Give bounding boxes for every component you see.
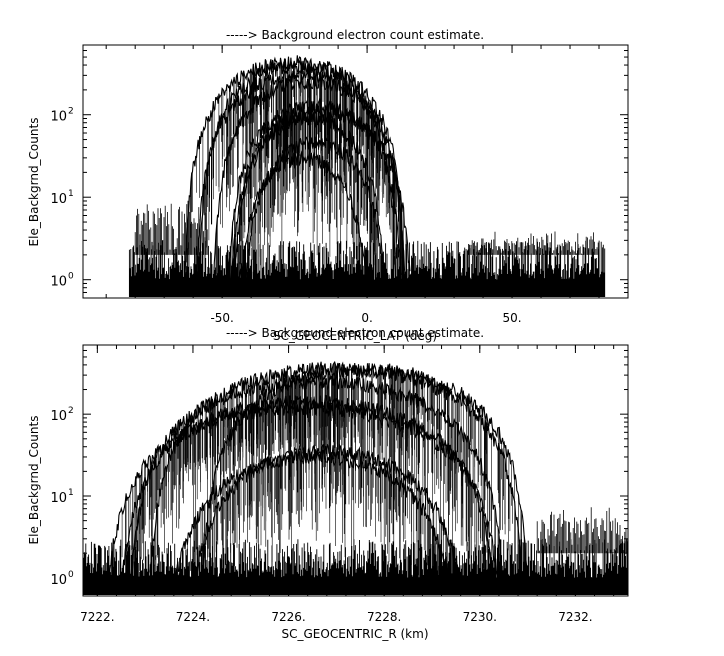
x-tick-label: 0. [361, 311, 372, 325]
panel-2-x-axis-label: SC_GEOCENTRIC_R (km) [282, 627, 429, 641]
side-burst-series-2-1 [536, 507, 628, 554]
x-tick-label: -50. [210, 311, 233, 325]
panel-1-plot-frame [82, 44, 629, 299]
y-tick-exponent: 1 [68, 189, 74, 199]
y-tick-label: 10 [50, 192, 67, 207]
y-tick-exponent: 0 [68, 570, 74, 580]
pass-trace-2-4 [120, 394, 495, 576]
y-tick-exponent: 0 [68, 272, 74, 282]
y-tick-label: 10 [50, 110, 67, 125]
y-tick-label: 10 [50, 491, 67, 506]
x-tick-label: 7226. [271, 610, 305, 624]
pass-trace-scatter-1-9 [239, 152, 367, 281]
y-tick-label: 10 [50, 573, 67, 588]
y-tick-exponent: 2 [68, 107, 74, 117]
panel-1: -----> Background electron count estimat… [27, 28, 629, 343]
side-burst-series-1-1 [134, 200, 208, 255]
panel-2-title: -----> Background electron count estimat… [226, 326, 484, 340]
pass-trace-2-5 [106, 399, 500, 582]
x-tick-label: 7228. [367, 610, 401, 624]
y-tick-exponent: 2 [68, 406, 74, 416]
panel-1-y-axis-label: Ele_Backgrnd_Counts [27, 118, 41, 247]
y-tick-label: 10 [50, 409, 67, 424]
x-tick-label: 7222. [80, 610, 114, 624]
panel-1-x-axis-label: SC_GEOCENTRIC_LAT (deg) [273, 329, 437, 343]
pass-trace-scatter-2-7 [175, 450, 451, 578]
panel-2-plot-frame [82, 344, 629, 597]
y-tick-label: 10 [50, 275, 67, 290]
panel-2-y-axis-label: Ele_Backgrnd_Counts [27, 416, 41, 545]
pass-trace-1-4 [212, 76, 406, 287]
pass-trace-1-6 [230, 104, 411, 283]
x-tick-label: 7224. [176, 610, 210, 624]
panel-1-data-traces [128, 55, 606, 297]
y-tick-exponent: 1 [68, 488, 74, 498]
panel-2-data-traces [82, 360, 629, 595]
x-tick-label: 7232. [558, 610, 592, 624]
side-burst-series-1-2 [468, 231, 599, 255]
panel-1-title: -----> Background electron count estimat… [226, 28, 484, 42]
pass-trace-1-9 [238, 150, 368, 281]
x-tick-label: 50. [502, 311, 521, 325]
x-tick-label: 7230. [463, 610, 497, 624]
